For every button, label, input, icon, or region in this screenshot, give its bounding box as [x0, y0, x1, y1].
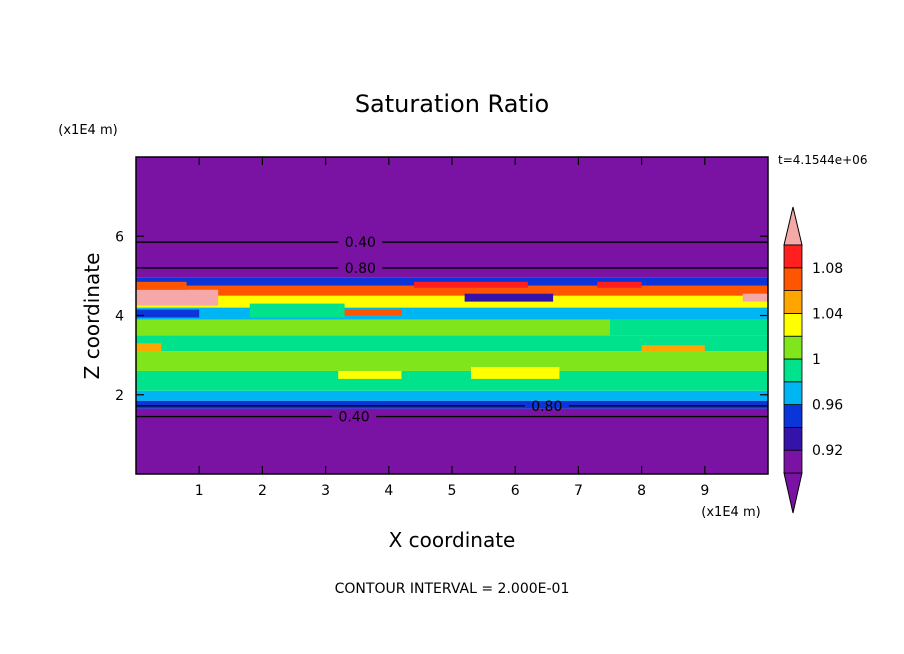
x-axis-ticks: 1 2 3 4 5 6 7 8 9 [195, 157, 709, 499]
y-tick-label: 4 [115, 309, 124, 325]
x-axis-unit: (x1E4 m) [701, 505, 760, 520]
contour-label: 0.80 [531, 399, 562, 415]
colorbar-under-triangle [783, 472, 803, 514]
field-patch [610, 319, 768, 336]
contour-label: 0.40 [345, 235, 376, 251]
y-axis-ticks: 2 4 6 [115, 229, 768, 404]
y-tick-label: 6 [115, 229, 124, 245]
x-tick-label: 2 [258, 483, 267, 499]
field-patch [249, 303, 345, 318]
x-tick-label: 8 [637, 483, 646, 499]
contour-interval-note: CONTOUR INTERVAL = 2.000E-01 [335, 581, 570, 597]
field-band [136, 285, 768, 296]
colorbar: 0.92 0.96 1 1.04 1.08 [783, 206, 843, 514]
chart-title: Saturation Ratio [355, 90, 549, 118]
x-tick-label: 1 [195, 483, 204, 499]
colorbar-tick-label: 0.96 [812, 398, 843, 414]
colorbar-over-triangle [783, 206, 803, 246]
x-tick-label: 4 [384, 483, 393, 499]
colorbar-segment [783, 449, 803, 474]
field-band [136, 335, 768, 352]
x-axis-label: X coordinate [389, 528, 516, 552]
contour-label: 0.80 [345, 261, 376, 277]
y-tick-label: 2 [115, 388, 124, 404]
colorbar-tick-label: 1.04 [812, 306, 843, 322]
x-tick-label: 5 [448, 483, 457, 499]
field-band [136, 157, 768, 278]
field-patch [325, 309, 402, 316]
colorbar-tick-label: 1.08 [812, 261, 843, 277]
x-tick-label: 3 [321, 483, 330, 499]
field-patch [136, 281, 187, 290]
field-patch [641, 345, 705, 352]
colorbar-segment [783, 426, 803, 451]
colorbar-segment [783, 290, 803, 314]
colorbar-segment [783, 267, 803, 291]
contour-label: 0.40 [338, 410, 369, 426]
field-patch [136, 289, 219, 306]
field-band [136, 307, 768, 320]
field-patch [136, 343, 162, 352]
field-band [136, 390, 768, 401]
y-axis-label: Z coordinate [80, 253, 104, 380]
field-patch [414, 281, 528, 288]
x-tick-label: 6 [511, 483, 520, 499]
colorbar-segment [783, 358, 803, 383]
colorbar-segment [783, 335, 803, 360]
colorbar-segment [783, 381, 803, 405]
colorbar-segment [783, 312, 803, 337]
colorbar-segment [783, 244, 803, 269]
time-label: t=4.1544e+06 [778, 153, 867, 167]
field-patch [338, 370, 402, 379]
field-patch [464, 293, 554, 302]
x-tick-label: 9 [700, 483, 709, 499]
y-axis-unit: (x1E4 m) [58, 123, 117, 138]
field-band [136, 295, 768, 308]
field-fill [136, 157, 768, 474]
field-band [136, 408, 768, 474]
contour-lines: 0.40 0.80 0.80 0.40 [136, 235, 768, 426]
field-band [136, 370, 768, 391]
x-tick-label: 7 [574, 483, 583, 499]
field-patch [597, 281, 642, 288]
colorbar-tick-label: 1 [812, 352, 821, 368]
colorbar-tick-label: 0.92 [812, 443, 843, 459]
colorbar-segment [783, 404, 803, 428]
field-patch [470, 367, 560, 379]
field-patch [136, 309, 200, 318]
field-band [136, 400, 768, 409]
field-patch [742, 293, 768, 302]
field-band [136, 351, 768, 371]
